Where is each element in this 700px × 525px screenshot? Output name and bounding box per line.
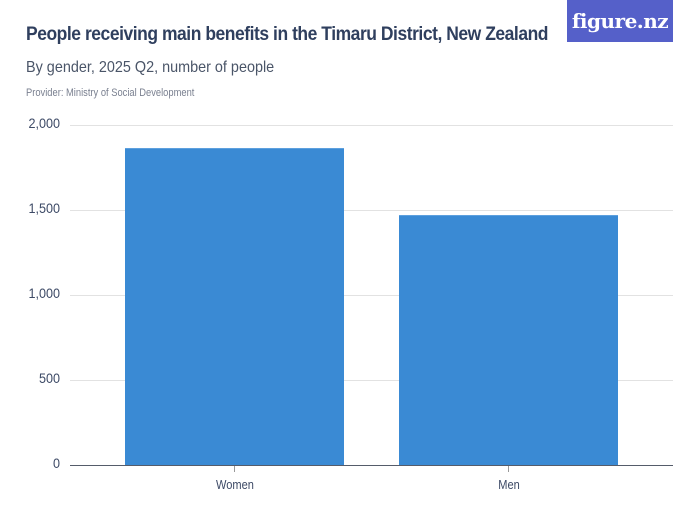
gridline [70,210,673,211]
x-tick [508,466,509,472]
gridline [70,295,673,296]
gridline [70,125,673,126]
chart-title: People receiving main benefits in the Ti… [26,24,549,45]
y-tick-label: 2,000 [28,115,60,131]
y-tick-label: 500 [38,370,60,386]
bar-women[interactable] [125,147,344,465]
figure-nz-logo[interactable]: figure.nz [567,0,673,42]
y-tick-label: 1,000 [28,285,60,301]
x-label-men: Men [498,477,520,492]
gridline [70,380,673,381]
bar-men[interactable] [399,215,618,465]
x-axis [70,465,673,466]
y-tick-label: 0 [52,455,60,471]
provider-note: Provider: Ministry of Social Development [26,87,195,99]
chart-subtitle: By gender, 2025 Q2, number of people [26,59,275,76]
x-label-women: Women [216,477,254,492]
y-tick-label: 1,500 [28,200,60,216]
x-tick [234,466,235,472]
